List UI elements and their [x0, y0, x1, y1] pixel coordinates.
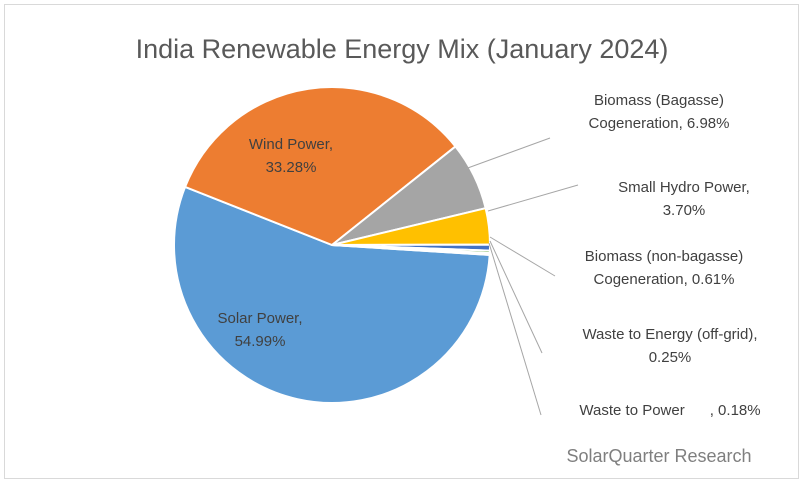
chart-frame: India Renewable Energy Mix (January 2024… — [4, 4, 799, 479]
leader-line-waste-to-power — [488, 242, 542, 416]
label-biomass-bagasse-cogeneration: Biomass (Bagasse) Cogeneration, 6.98% — [589, 92, 730, 132]
pie-slices — [173, 86, 492, 404]
leader-lines — [464, 137, 579, 416]
chart-title: India Renewable Energy Mix (January 2024… — [136, 34, 669, 64]
label-waste-to-energy-off-grid: Waste to Energy (off-grid), 0.25% — [582, 326, 757, 366]
leader-line-biomass-non-bagasse-cogeneration — [489, 236, 556, 277]
leader-line-waste-to-energy-off-grid — [489, 240, 543, 354]
label-waste-to-power: Waste to Power , 0.18% — [579, 402, 760, 419]
label-biomass-non-bagasse-cogeneration: Biomass (non-bagasse) Cogeneration, 0.61% — [585, 248, 743, 288]
slice-labels: Solar Power, 54.99% Wind Power, 33.28% Bioma… — [217, 92, 760, 419]
label-small-hydro-power: Small Hydro Power, 3.70% — [618, 179, 750, 219]
label-solar-power: Solar Power, 54.99% — [217, 310, 302, 350]
leader-line-biomass-bagasse-cogeneration — [464, 137, 551, 170]
slice-wind-power — [183, 86, 457, 247]
label-wind-power: Wind Power, 33.28% — [249, 136, 333, 176]
slice-waste-to-power — [331, 244, 491, 256]
source-credit: SolarQuarter Research — [566, 446, 751, 466]
pie-chart: India Renewable Energy Mix (January 2024… — [136, 34, 761, 466]
slice-solar-power — [173, 185, 491, 404]
leader-line-small-hydro-power — [487, 184, 579, 212]
